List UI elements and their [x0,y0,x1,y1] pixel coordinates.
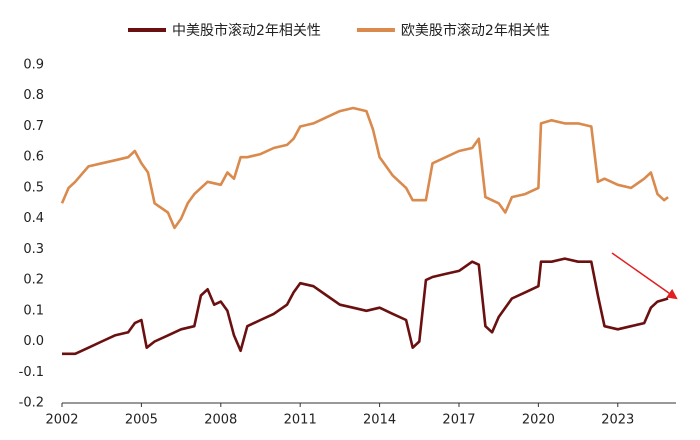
x-tick-label: 2023 [601,413,634,428]
y-tick-label: -0.1 [19,365,44,380]
x-tick-label: 2011 [284,413,317,428]
y-tick-label: 0.3 [23,242,44,257]
legend-label: 欧美股市滚动2年相关性 [401,22,550,39]
x-tick-label: 2008 [204,413,237,428]
trend-arrow [611,252,678,300]
x-tick-label: 2017 [442,413,475,428]
x-tick-label: 2014 [363,413,396,428]
series-line [60,106,669,230]
y-tick-label: 0.9 [23,58,44,73]
legend-label: 中美股市滚动2年相关性 [172,22,321,39]
y-tick-label: 0.2 [23,273,44,288]
y-tick-label: -0.2 [19,396,44,411]
x-tick-label: 2005 [125,413,158,428]
legend: 中美股市滚动2年相关性 欧美股市滚动2年相关性 [128,22,550,39]
y-tick-label: 0.6 [23,150,44,165]
x-tick-label: 2020 [522,413,555,428]
series-line [62,257,669,356]
y-tick-label: 0.5 [23,180,44,195]
x-tick-label: 2002 [45,413,78,428]
y-tick-label: 0.7 [23,119,44,134]
y-tick-label: 0.0 [23,334,44,349]
y-tick-label: 0.8 [23,88,44,103]
y-tick-label: 0.4 [23,211,44,226]
y-tick-label: 0.1 [23,303,44,318]
